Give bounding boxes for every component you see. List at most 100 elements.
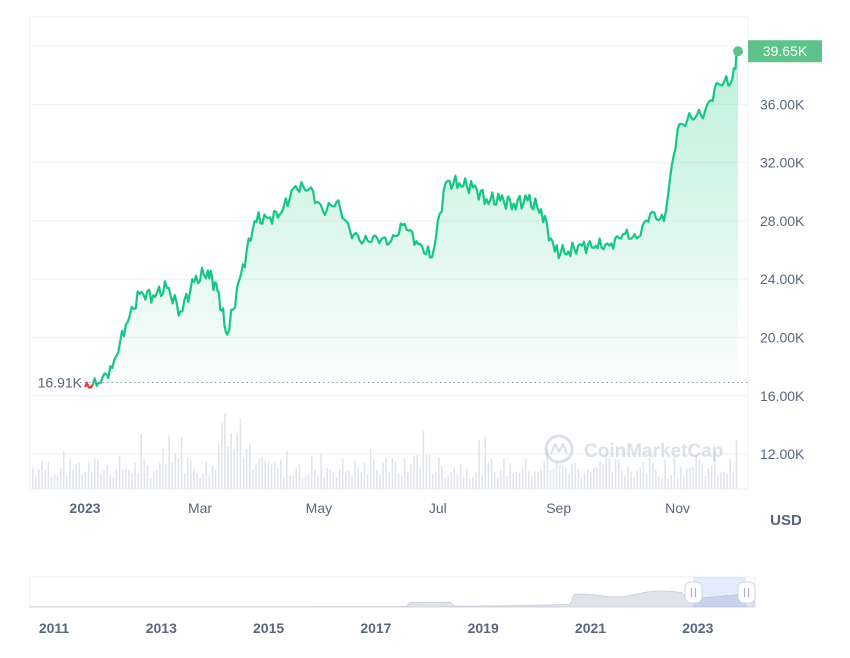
- volume-bar: [500, 470, 502, 489]
- volume-bar: [245, 449, 248, 489]
- volume-bar: [146, 464, 149, 489]
- volume-bar: [162, 449, 164, 489]
- volume-bar: [149, 478, 152, 489]
- current-price-badge: 39.65K: [748, 40, 822, 63]
- volume-bar: [658, 476, 660, 489]
- navigator-left-handle[interactable]: [684, 581, 703, 604]
- volume-bar: [642, 461, 645, 489]
- volume-bar: [413, 455, 415, 489]
- volume-bar: [404, 457, 406, 489]
- range-navigator[interactable]: 2011 2013 2015 2017 2019 2021 2023: [29, 576, 756, 636]
- volume-bar: [534, 471, 536, 489]
- x-tick-label: Sep: [546, 500, 571, 516]
- navigator-year-label: 2023: [682, 620, 713, 636]
- volume-bar: [636, 470, 638, 489]
- volume-bar: [397, 472, 400, 489]
- volume-bar: [667, 478, 669, 489]
- y-tick-label: 28.00K: [760, 213, 805, 229]
- volume-bar: [283, 477, 285, 489]
- volume-bar: [270, 464, 273, 489]
- volume-bar: [267, 461, 270, 489]
- volume-bar: [280, 459, 282, 489]
- volume-bar: [503, 458, 505, 489]
- volume-bar: [472, 476, 474, 489]
- volume-bar: [292, 475, 294, 489]
- volume-bar: [385, 457, 387, 489]
- volume-bar: [707, 467, 710, 489]
- volume-bar: [205, 461, 208, 489]
- volume-bar: [72, 469, 74, 489]
- volume-bar: [94, 458, 96, 489]
- volume-bar: [714, 451, 716, 489]
- volume-bar: [50, 477, 53, 489]
- volume-bar: [679, 466, 682, 489]
- volume-bar: [590, 472, 592, 489]
- navigator-year-label: 2017: [360, 620, 391, 636]
- volume-bar: [388, 471, 390, 489]
- current-price-label: 39.65K: [763, 43, 808, 59]
- volume-bar: [698, 459, 700, 489]
- price-line[interactable]: [91, 50, 739, 387]
- volume-bar: [456, 474, 459, 489]
- volume-bar: [382, 463, 384, 489]
- volume-bar: [249, 444, 251, 489]
- volume-bar: [493, 472, 496, 489]
- volume-bar: [168, 435, 170, 489]
- volume-bar: [469, 478, 471, 489]
- volume-bar: [506, 475, 508, 489]
- volume-bar: [391, 458, 394, 489]
- x-tick-label: May: [306, 500, 332, 516]
- volume-bar: [329, 470, 332, 489]
- volume-bar: [196, 472, 198, 489]
- volume-bar: [190, 460, 192, 489]
- volume-bar: [230, 433, 232, 489]
- volume-bar: [416, 455, 418, 489]
- navigator-year-label: 2013: [146, 620, 177, 636]
- volume-bar: [676, 478, 679, 489]
- price-area: [85, 51, 738, 388]
- volume-bar: [664, 459, 666, 489]
- volume-bars: [32, 413, 738, 489]
- volume-bar: [394, 461, 397, 489]
- volume-bar: [431, 473, 434, 489]
- volume-bar: [583, 472, 586, 489]
- volume-bar: [596, 466, 598, 489]
- volume-bar: [645, 473, 648, 489]
- volume-bar: [692, 466, 694, 489]
- volume-bar: [137, 473, 139, 489]
- x-axis: 2023 Mar May Jul Sep Nov: [69, 500, 690, 516]
- volume-bar: [611, 472, 614, 489]
- volume-bar: [459, 464, 462, 489]
- volume-bar: [568, 474, 570, 489]
- volume-bar: [125, 469, 127, 489]
- volume-bar: [599, 461, 601, 489]
- volume-bar: [320, 453, 322, 489]
- volume-bar: [211, 465, 214, 489]
- volume-bar: [608, 458, 611, 489]
- volume-bar: [528, 471, 530, 489]
- volume-bar: [686, 468, 688, 489]
- volume-bar: [524, 458, 527, 489]
- volume-bar: [354, 460, 356, 489]
- volume-bar: [118, 455, 121, 489]
- y-tick-label: 16.00K: [760, 388, 805, 404]
- volume-bar: [720, 472, 722, 489]
- volume-bar: [314, 470, 316, 489]
- volume-bar: [593, 468, 595, 489]
- volume-bar: [273, 462, 276, 489]
- volume-bar: [156, 470, 158, 489]
- x-tick-label: Mar: [188, 500, 212, 516]
- volume-bar: [574, 463, 576, 489]
- volume-bar: [689, 468, 691, 489]
- volume-bar: [366, 473, 369, 489]
- volume-bar: [475, 472, 477, 489]
- volume-bar: [335, 477, 338, 489]
- volume-bar: [602, 463, 604, 489]
- volume-bar: [311, 455, 313, 489]
- volume-bar: [552, 468, 555, 489]
- volume-bar: [661, 478, 663, 489]
- volume-bar: [187, 457, 189, 489]
- navigator-right-handle[interactable]: [737, 581, 756, 604]
